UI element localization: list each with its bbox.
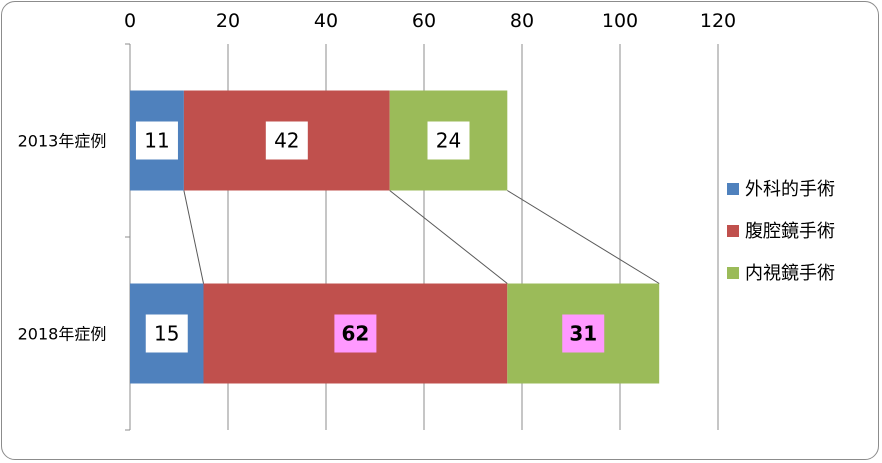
x-tick-label: 120 (700, 10, 736, 32)
legend-swatch (727, 225, 739, 237)
data-label: 15 (154, 322, 179, 346)
data-label: 42 (274, 129, 299, 153)
legend-label: 内視鏡手術 (745, 263, 835, 284)
data-label-box (562, 314, 605, 353)
x-tick-label: 0 (124, 10, 136, 32)
data-label-box (145, 314, 188, 353)
data-label-box (334, 314, 377, 353)
data-label: 62 (341, 322, 369, 346)
x-tick-label: 20 (216, 10, 240, 32)
x-tick-label: 40 (314, 10, 338, 32)
data-label-box (135, 121, 178, 160)
data-label: 24 (436, 129, 461, 153)
legend-label: 腹腔鏡手術 (745, 221, 835, 242)
x-tick-label: 100 (602, 10, 638, 32)
category-label: 2013年症例 (18, 132, 107, 151)
category-label: 2018年症例 (18, 325, 107, 344)
x-tick-label: 60 (412, 10, 436, 32)
data-label-box (265, 121, 308, 160)
legend-swatch (727, 267, 739, 279)
legend-label: 外科的手術 (745, 179, 835, 200)
data-label-box (427, 121, 470, 160)
series-line (507, 190, 660, 284)
data-label: 11 (144, 129, 169, 153)
legend-swatch (727, 183, 739, 195)
series-line (389, 190, 508, 284)
x-tick-label: 80 (510, 10, 534, 32)
series-line (183, 190, 204, 284)
data-label: 31 (569, 322, 597, 346)
